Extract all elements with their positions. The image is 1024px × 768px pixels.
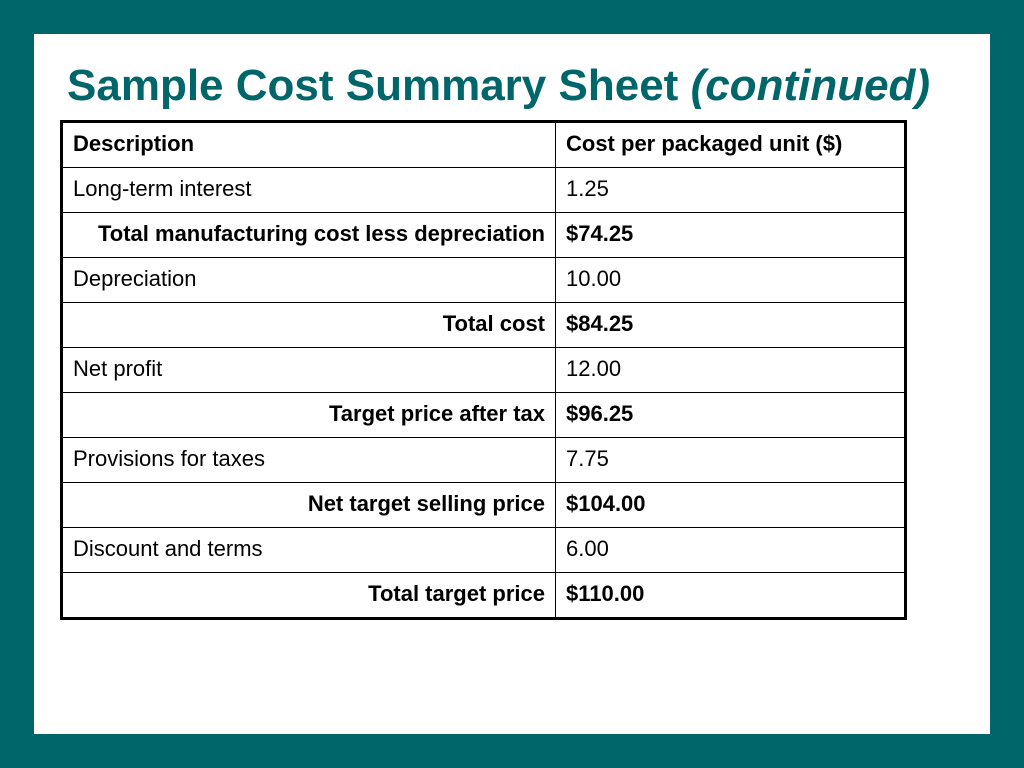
table-row-subtotal: Total cost $84.25 bbox=[61, 302, 906, 348]
slide-title-main: Sample Cost Summary Sheet bbox=[67, 61, 679, 110]
table-row-subtotal: Target price after tax $96.25 bbox=[61, 392, 906, 438]
slide-title: Sample Cost Summary Sheet (continued) bbox=[67, 56, 930, 116]
row-description: Net profit bbox=[61, 347, 556, 393]
table-row-subtotal: Total target price $110.00 bbox=[61, 572, 906, 619]
row-description: Net target selling price bbox=[61, 482, 556, 528]
row-cost: $96.25 bbox=[555, 392, 906, 438]
row-cost: 1.25 bbox=[555, 167, 906, 213]
slide-title-continued: (continued) bbox=[690, 61, 931, 110]
row-description: Target price after tax bbox=[61, 392, 556, 438]
row-description: Long-term interest bbox=[61, 167, 556, 213]
row-cost: $74.25 bbox=[555, 212, 906, 258]
row-cost: 7.75 bbox=[555, 437, 906, 483]
row-cost: $110.00 bbox=[555, 572, 906, 619]
table-row: Discount and terms 6.00 bbox=[61, 527, 906, 573]
row-description: Discount and terms bbox=[61, 527, 556, 573]
row-description: Total manufacturing cost less depreciati… bbox=[61, 212, 556, 258]
row-cost: 12.00 bbox=[555, 347, 906, 393]
row-cost: 10.00 bbox=[555, 257, 906, 303]
header-description: Description bbox=[61, 121, 556, 168]
header-cost-per-unit: Cost per packaged unit ($) bbox=[555, 121, 906, 168]
table-row: Provisions for taxes 7.75 bbox=[61, 437, 906, 483]
table-row-subtotal: Total manufacturing cost less depreciati… bbox=[61, 212, 906, 258]
row-cost: $84.25 bbox=[555, 302, 906, 348]
table-row-subtotal: Net target selling price $104.00 bbox=[61, 482, 906, 528]
table-row: Long-term interest 1.25 bbox=[61, 167, 906, 213]
row-description: Total target price bbox=[61, 572, 556, 619]
table-row: Depreciation 10.00 bbox=[61, 257, 906, 303]
cost-summary-table: Description Cost per packaged unit ($) L… bbox=[60, 120, 907, 620]
table-header-row: Description Cost per packaged unit ($) bbox=[61, 121, 906, 168]
slide: Sample Cost Summary Sheet (continued) De… bbox=[34, 34, 990, 734]
row-description: Depreciation bbox=[61, 257, 556, 303]
row-description: Provisions for taxes bbox=[61, 437, 556, 483]
row-cost: $104.00 bbox=[555, 482, 906, 528]
table-row: Net profit 12.00 bbox=[61, 347, 906, 393]
row-description: Total cost bbox=[61, 302, 556, 348]
row-cost: 6.00 bbox=[555, 527, 906, 573]
